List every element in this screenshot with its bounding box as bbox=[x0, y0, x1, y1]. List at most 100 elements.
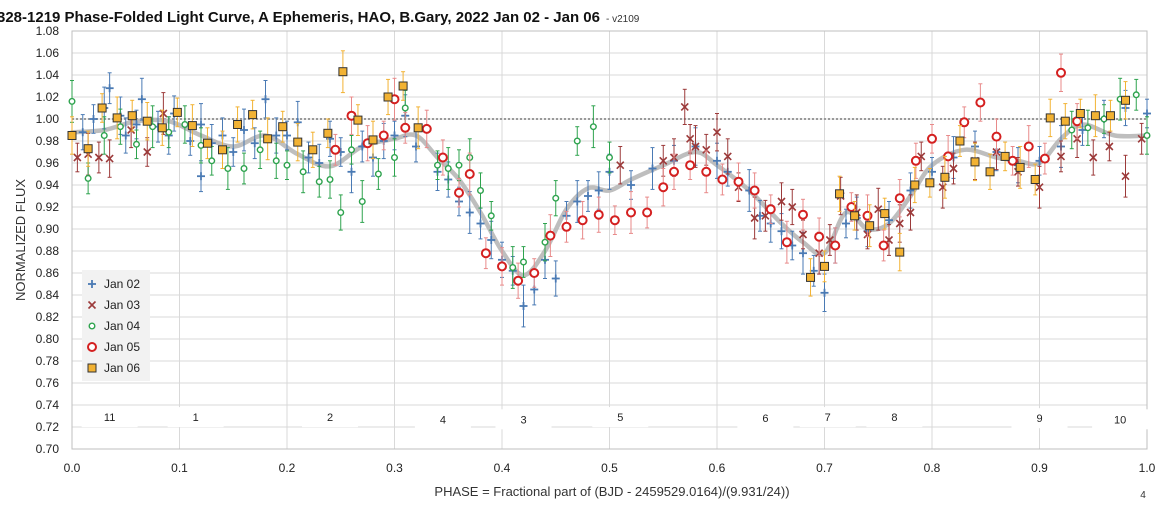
data-point bbox=[87, 342, 97, 352]
cycle-label-text: 2 bbox=[327, 412, 333, 424]
data-point bbox=[400, 122, 411, 133]
cycle-label-box bbox=[737, 408, 794, 429]
data-point bbox=[712, 128, 722, 137]
ring-mark bbox=[437, 152, 448, 163]
data-point bbox=[368, 135, 378, 145]
data-point bbox=[1143, 109, 1151, 118]
x-b bbox=[105, 154, 114, 163]
x-b bbox=[1089, 153, 1098, 162]
data-point bbox=[835, 189, 845, 199]
data-point bbox=[132, 120, 141, 129]
square-mark bbox=[202, 138, 212, 148]
circle-mark bbox=[299, 168, 307, 176]
cycle-label: 11 bbox=[81, 407, 138, 428]
data-point bbox=[781, 237, 792, 248]
data-point bbox=[1030, 175, 1040, 184]
y-tick-label: 0.80 bbox=[36, 332, 60, 346]
y-tick-label: 0.98 bbox=[36, 134, 60, 148]
data-point bbox=[928, 167, 936, 176]
x-b bbox=[1035, 183, 1044, 192]
circle-mark bbox=[240, 164, 248, 172]
series-jan-05 bbox=[330, 53, 1083, 299]
x-tick-label: 1.0 bbox=[1139, 461, 1156, 475]
y-tick-label: 0.70 bbox=[36, 442, 60, 456]
square-mark bbox=[1060, 116, 1070, 126]
data-point bbox=[985, 167, 995, 177]
x-b bbox=[777, 197, 786, 206]
ring-mark bbox=[798, 209, 808, 220]
data-point bbox=[97, 103, 107, 113]
circle-mark bbox=[358, 197, 366, 205]
data-point bbox=[1105, 111, 1115, 121]
chart-title: J0328-1219 Phase-Folded Light Curve, A E… bbox=[0, 9, 600, 26]
ring-mark bbox=[1007, 155, 1018, 166]
cycle-label-text: 3 bbox=[520, 414, 526, 426]
data-point bbox=[444, 164, 452, 172]
data-point bbox=[577, 215, 588, 226]
data-point bbox=[959, 117, 970, 128]
circle-mark bbox=[552, 194, 560, 202]
circle-mark bbox=[520, 258, 528, 266]
square-mark bbox=[1121, 95, 1130, 105]
x-b bbox=[723, 152, 732, 161]
circle-mark bbox=[374, 170, 382, 178]
x-b bbox=[159, 109, 168, 118]
data-point bbox=[1023, 141, 1034, 152]
data-point bbox=[648, 164, 657, 173]
circle-mark bbox=[181, 120, 189, 128]
data-point bbox=[573, 197, 582, 206]
square-mark bbox=[1105, 111, 1115, 121]
data-point bbox=[880, 209, 890, 219]
data-point bbox=[906, 208, 915, 217]
data-point bbox=[261, 95, 270, 104]
ring-mark bbox=[749, 185, 760, 196]
cycle-label: 9 bbox=[1011, 408, 1068, 429]
data-point bbox=[338, 67, 348, 77]
ring-mark bbox=[513, 275, 524, 286]
data-point bbox=[1056, 67, 1066, 78]
ring-mark bbox=[991, 131, 1002, 142]
data-point bbox=[519, 302, 528, 310]
data-point bbox=[202, 138, 212, 148]
ring-mark bbox=[658, 182, 669, 193]
data-point bbox=[181, 120, 189, 128]
data-point bbox=[777, 197, 786, 206]
x-tick-labels: 0.0 0.1 0.2 0.3 0.4 0.5 0.6 0.7 0.8 0.9 1.0 bbox=[64, 461, 1156, 475]
square-mark bbox=[1000, 151, 1010, 161]
ring-mark bbox=[626, 207, 636, 218]
data-point bbox=[991, 131, 1002, 142]
data-point bbox=[283, 131, 291, 140]
data-point bbox=[304, 153, 313, 162]
data-point bbox=[421, 123, 432, 134]
data-point bbox=[1084, 124, 1092, 132]
data-point bbox=[1121, 95, 1130, 105]
circle-mark bbox=[509, 264, 517, 272]
data-point bbox=[84, 174, 92, 182]
data-point bbox=[814, 231, 825, 242]
data-point bbox=[263, 134, 273, 144]
square-mark bbox=[413, 123, 423, 133]
plot-frame bbox=[71, 30, 1148, 450]
ring-mark bbox=[814, 231, 825, 242]
model-curve bbox=[69, 117, 1150, 278]
square-mark bbox=[850, 211, 860, 221]
ring-mark bbox=[781, 237, 792, 248]
data-point bbox=[187, 121, 197, 131]
data-point bbox=[413, 123, 423, 133]
ring-mark bbox=[830, 240, 841, 251]
data-point bbox=[172, 107, 182, 117]
circle-mark bbox=[487, 212, 495, 220]
data-point bbox=[955, 136, 965, 146]
data-point bbox=[520, 258, 528, 266]
data-point bbox=[105, 154, 114, 163]
data-point bbox=[593, 209, 604, 220]
data-point bbox=[777, 227, 786, 236]
y-tick-label: 0.78 bbox=[36, 354, 60, 368]
y-tick-label: 0.90 bbox=[36, 222, 60, 236]
square-mark bbox=[910, 180, 920, 190]
data-point bbox=[487, 236, 496, 244]
square-mark bbox=[87, 363, 97, 373]
data-point bbox=[326, 175, 334, 183]
legend-item: Jan 02 bbox=[88, 277, 140, 291]
